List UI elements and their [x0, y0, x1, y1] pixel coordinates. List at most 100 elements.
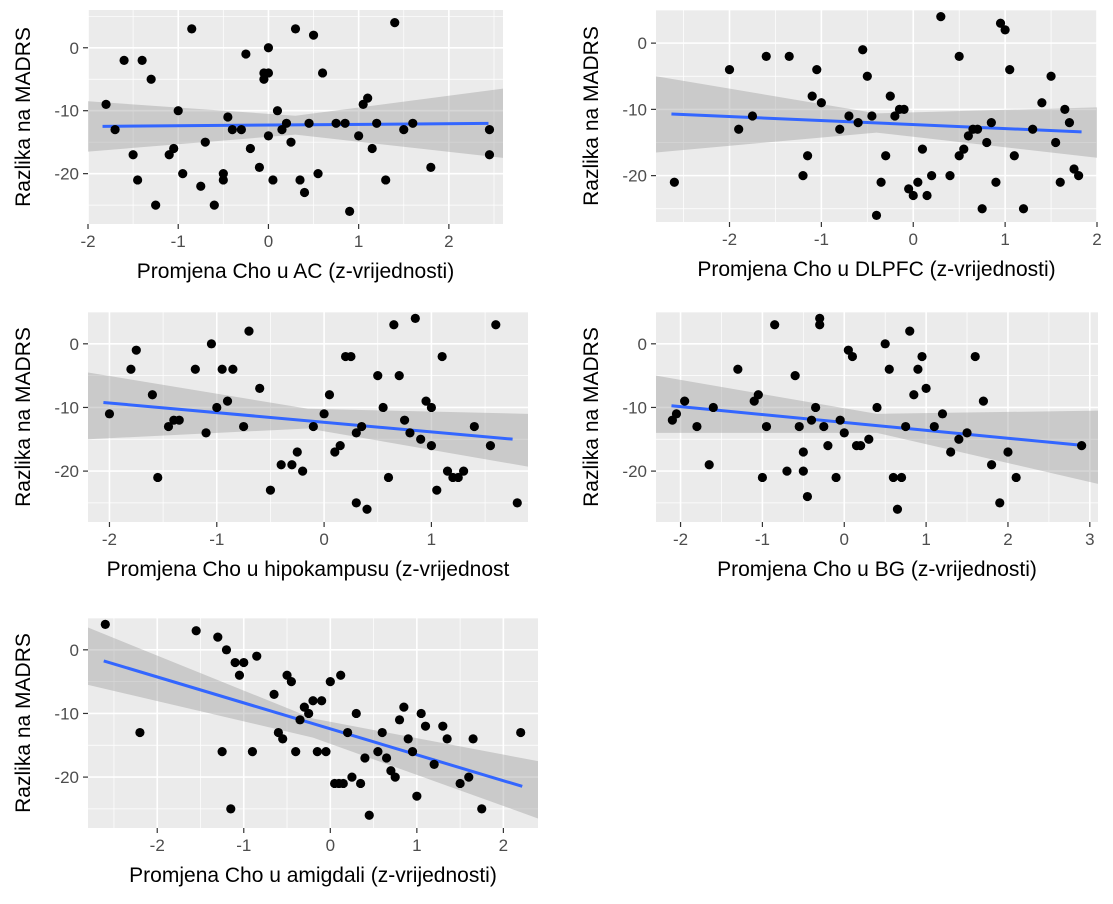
y-tick-label: -20	[622, 462, 647, 481]
data-point	[442, 734, 452, 744]
data-point	[389, 320, 399, 330]
data-point	[372, 118, 382, 128]
data-point	[959, 144, 969, 154]
data-point	[1005, 65, 1015, 75]
data-point	[784, 51, 794, 61]
data-point	[937, 409, 948, 419]
data-point	[360, 753, 370, 763]
y-axis-title: Razlika na MADRS	[580, 26, 603, 206]
data-point	[1074, 171, 1084, 181]
y-axis-title: Razlika na MADRS	[12, 27, 35, 207]
data-point	[312, 747, 322, 757]
data-point	[913, 364, 923, 374]
data-point	[412, 791, 422, 801]
data-point	[340, 118, 350, 128]
data-point	[268, 175, 278, 185]
y-tick-label: -10	[622, 100, 647, 119]
data-point	[212, 402, 222, 413]
data-point	[236, 124, 246, 135]
data-point	[905, 326, 915, 336]
data-point	[217, 364, 227, 374]
data-point	[227, 124, 237, 135]
data-point	[354, 131, 364, 141]
y-tick-label: -10	[622, 398, 647, 417]
data-point	[807, 91, 817, 101]
data-point	[265, 485, 276, 495]
data-point	[281, 118, 292, 128]
data-point	[313, 169, 323, 179]
data-point	[278, 734, 288, 744]
data-point	[1009, 151, 1019, 161]
data-point	[459, 466, 469, 476]
x-tick-label: 1	[354, 232, 363, 251]
data-point	[734, 124, 744, 134]
data-point	[438, 721, 448, 731]
data-point	[978, 396, 989, 406]
data-point	[972, 124, 983, 134]
data-point	[872, 402, 882, 413]
data-point	[468, 734, 478, 744]
data-point	[790, 371, 800, 381]
data-point	[708, 402, 718, 413]
data-point	[899, 104, 909, 114]
data-point	[871, 210, 882, 220]
y-tick-label: -20	[622, 167, 647, 186]
data-point	[416, 708, 426, 719]
data-point	[135, 727, 145, 738]
data-point	[835, 415, 845, 425]
data-point	[484, 150, 495, 160]
data-point	[962, 428, 972, 438]
data-point	[416, 434, 426, 444]
panel-ac: -2 -1 0 1 20-10-20 Promjena Cho u AC (z-vrij…	[12, 10, 503, 283]
data-point	[724, 65, 735, 75]
data-point	[1077, 441, 1087, 451]
data-point	[347, 772, 357, 782]
data-point	[269, 689, 279, 699]
data-point	[363, 93, 373, 103]
data-point	[1064, 118, 1075, 128]
data-point	[1055, 177, 1065, 187]
data-point	[234, 670, 245, 680]
x-tick-label: 2	[1092, 230, 1101, 249]
regression-line	[103, 400, 513, 441]
data-point	[228, 364, 238, 374]
axis-ticks: -2 -1 0 10-10-20	[54, 335, 436, 549]
data-point	[802, 491, 813, 502]
data-point	[671, 409, 682, 419]
data-point	[453, 472, 463, 483]
data-point	[802, 151, 813, 161]
data-point	[946, 447, 956, 457]
data-point	[812, 65, 822, 75]
data-point	[864, 434, 874, 444]
data-point	[1037, 98, 1047, 108]
x-tick-label: -2	[150, 836, 165, 855]
y-tick-label: -10	[54, 704, 79, 723]
data-point	[806, 415, 817, 425]
data-points	[104, 313, 522, 514]
x-tick-label: 0	[909, 230, 918, 249]
x-tick-label: 0	[264, 232, 273, 251]
axis-ticks: -2 -1 0 1 20-10-20	[54, 641, 508, 855]
data-point	[367, 143, 377, 154]
data-point	[408, 118, 418, 128]
panel-hipokampus: -2 -1 0 10-10-20 Promjena Cho u hipokampusu…	[12, 311, 528, 581]
x-tick-label: 2	[444, 232, 453, 251]
regression-line	[671, 112, 1082, 134]
data-point	[295, 175, 305, 185]
data-point	[936, 12, 946, 22]
data-point	[1028, 124, 1038, 134]
data-point	[295, 715, 305, 725]
data-point	[794, 421, 804, 432]
axis-ticks: -2 -1 0 1 2 30-10-20	[622, 335, 1094, 549]
data-point	[330, 447, 340, 457]
data-point	[223, 112, 233, 122]
x-tick-label: 2	[1003, 530, 1012, 549]
data-point	[304, 118, 314, 128]
data-point	[798, 466, 808, 476]
data-point	[381, 175, 391, 185]
confidence-band	[88, 88, 503, 158]
gridlines	[88, 617, 538, 828]
data-point	[747, 111, 758, 121]
data-point	[222, 396, 233, 406]
